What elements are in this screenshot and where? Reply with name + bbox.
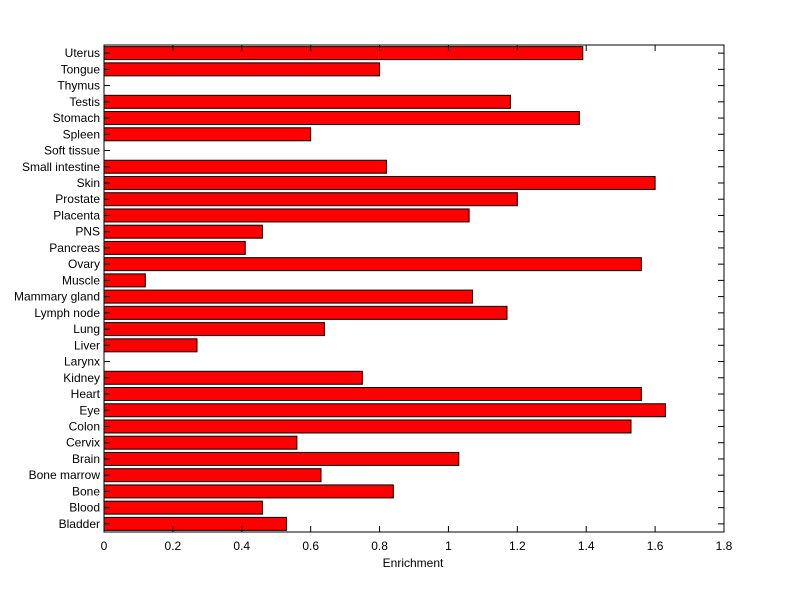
- y-tick-label: Kidney: [63, 371, 100, 385]
- y-tick-label: Pancreas: [49, 241, 100, 255]
- y-tick-label: Testis: [69, 95, 100, 109]
- y-tick-label: Skin: [77, 176, 100, 190]
- x-axis-label: Enrichment: [383, 556, 444, 570]
- y-tick-label: Stomach: [53, 111, 100, 125]
- plot-area: [104, 45, 724, 532]
- bar-small-intestine: [103, 159, 387, 174]
- bar-liver: [103, 338, 198, 353]
- x-tick-label: 1.6: [647, 539, 664, 553]
- bar-bone: [103, 484, 394, 499]
- bar-placenta: [103, 208, 470, 223]
- x-tick-label: 0: [101, 539, 108, 553]
- bar-kidney: [103, 370, 363, 385]
- ticks-group: Bladder Blood Bone Bone marrow Brain Cervix Co…: [14, 45, 733, 553]
- bar-lymph-node: [103, 305, 508, 320]
- y-tick-label: PNS: [75, 225, 100, 239]
- bar-bone-marrow: [103, 468, 322, 483]
- bar-stomach: [103, 111, 580, 126]
- y-tick-label: Larynx: [64, 355, 100, 369]
- bar-muscle: [103, 273, 146, 288]
- bar-spleen: [103, 127, 312, 142]
- bar-colon: [103, 419, 632, 434]
- y-tick-label: Thymus: [57, 79, 100, 93]
- x-tick-label: 0.6: [302, 539, 319, 553]
- y-tick-label: Lung: [73, 322, 100, 336]
- y-tick-label: Mammary gland: [14, 290, 100, 304]
- y-tick-label: Eye: [79, 403, 100, 417]
- bar-ovary: [103, 257, 642, 272]
- x-tick-label: 0.2: [165, 539, 182, 553]
- y-tick-label: Tongue: [61, 62, 101, 76]
- bar-skin: [103, 175, 656, 190]
- x-tick-label: 1.4: [578, 539, 595, 553]
- y-tick-label: Bone: [72, 484, 100, 498]
- y-tick-label: Lymph node: [34, 306, 100, 320]
- axes-box: [103, 44, 725, 533]
- x-tick-label: 0.8: [371, 539, 388, 553]
- y-tick-label: Cervix: [66, 436, 100, 450]
- x-tick-label: 1.8: [716, 539, 733, 553]
- y-tick-label: Blood: [69, 501, 100, 515]
- bar-heart: [103, 387, 642, 402]
- y-tick-label: Brain: [72, 452, 100, 466]
- bar-mammary-gland: [103, 289, 474, 304]
- bar-brain: [103, 451, 460, 466]
- bar-eye: [103, 403, 666, 418]
- bar-lung: [103, 322, 325, 337]
- bar-testis: [103, 94, 511, 109]
- y-tick-label: Placenta: [53, 208, 100, 222]
- y-tick-label: Ovary: [68, 257, 100, 271]
- bar-prostate: [103, 192, 518, 207]
- y-tick-label: Soft tissue: [44, 144, 100, 158]
- y-tick-label: Prostate: [55, 192, 100, 206]
- y-tick-label: Liver: [74, 338, 100, 352]
- bar-blood: [103, 500, 263, 515]
- bar-pancreas: [103, 240, 246, 255]
- x-tick-label: 1: [445, 539, 452, 553]
- y-tick-label: Bladder: [59, 517, 100, 531]
- bar-tongue: [103, 62, 381, 77]
- y-tick-label: Bone marrow: [29, 468, 101, 482]
- bar-uterus: [103, 46, 584, 61]
- y-tick-label: Uterus: [65, 46, 100, 60]
- y-tick-label: Colon: [69, 419, 100, 433]
- y-tick-label: Muscle: [62, 273, 100, 287]
- x-tick-label: 0.4: [233, 539, 250, 553]
- y-tick-label: Spleen: [63, 127, 100, 141]
- y-tick-label: Heart: [71, 387, 101, 401]
- x-tick-label: 1.2: [509, 539, 526, 553]
- y-tick-label: Small intestine: [22, 160, 100, 174]
- bar-bladder: [103, 516, 288, 531]
- bar-pns: [103, 224, 263, 239]
- bar-cervix: [103, 435, 298, 450]
